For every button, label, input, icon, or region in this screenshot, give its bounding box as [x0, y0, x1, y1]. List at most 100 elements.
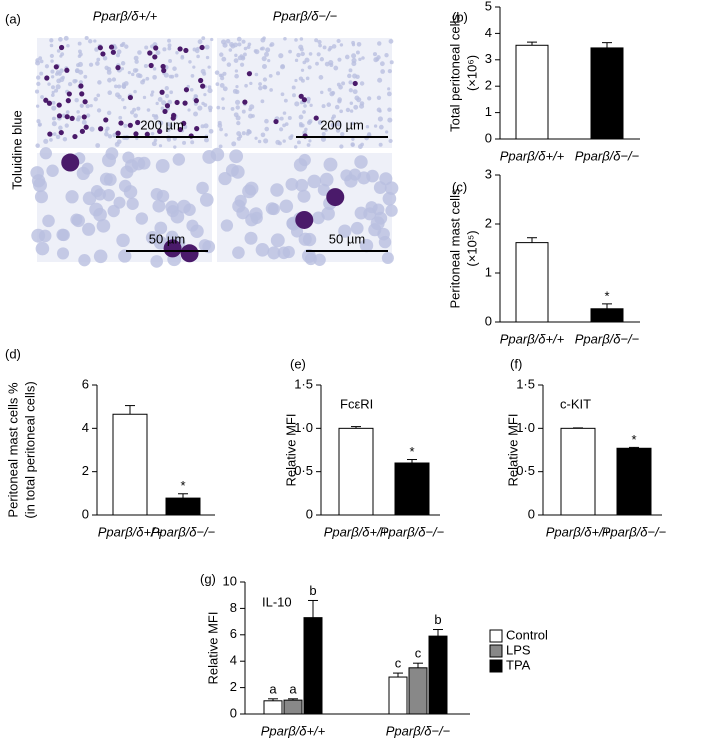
cell: [203, 123, 209, 129]
cell: [120, 165, 134, 179]
y-axis-label: (×10⁵): [464, 230, 479, 266]
cell: [316, 52, 321, 57]
mast-cell: [133, 131, 139, 137]
legend-swatch: [489, 629, 503, 643]
y-tick-label: 1·0: [516, 420, 535, 435]
y-tick-label: 2: [230, 679, 237, 694]
cell: [106, 69, 112, 75]
mast-cell: [83, 124, 89, 130]
cell: [235, 115, 241, 121]
cell: [279, 64, 286, 70]
cell: [104, 131, 109, 137]
mast-cell: [135, 119, 141, 126]
cell: [278, 127, 284, 132]
cell: [311, 211, 325, 225]
cell: [387, 107, 392, 112]
cell: [283, 36, 287, 41]
mast-cell: [301, 97, 307, 103]
cell: [219, 127, 223, 132]
cell: [115, 53, 121, 58]
mast-cell: [61, 153, 80, 172]
cell: [354, 155, 368, 169]
cell: [89, 126, 95, 132]
cell: [318, 121, 322, 125]
y-tick-label: 0: [306, 506, 313, 521]
cell: [42, 214, 55, 228]
cell: [96, 93, 101, 98]
mast-cell: [295, 210, 314, 229]
cell: [152, 67, 157, 71]
cell: [50, 69, 55, 74]
cell: [93, 249, 108, 264]
cell: [51, 100, 56, 105]
cell: [352, 73, 358, 79]
cell: [49, 43, 54, 48]
cell: [264, 118, 269, 124]
cell: [258, 82, 262, 86]
cell: [133, 55, 139, 61]
cell: [382, 191, 397, 206]
cell: [376, 95, 382, 100]
cell: [275, 139, 281, 145]
cell: [277, 246, 291, 260]
cell: [221, 56, 227, 62]
cell: [35, 104, 40, 108]
mast-cell: [180, 244, 199, 263]
cell: [153, 138, 158, 143]
cell: [279, 116, 284, 121]
cell: [122, 105, 127, 110]
cell: [133, 113, 138, 118]
cell: [318, 43, 322, 48]
cell: [291, 85, 296, 90]
mast-cell: [144, 131, 150, 137]
cell: [234, 194, 247, 208]
cell: [302, 232, 317, 247]
cell: [74, 79, 78, 83]
x-tick-label: Pparβ/δ−/−: [380, 524, 445, 539]
cell: [142, 78, 146, 82]
bar: [590, 47, 624, 140]
cell: [229, 149, 244, 164]
cell: [82, 222, 96, 236]
cell: [324, 128, 328, 132]
cell: [56, 228, 69, 241]
cell: [117, 94, 122, 100]
cell: [389, 60, 394, 65]
x-tick-label: Pparβ/δ+/+: [324, 524, 389, 539]
cell: [318, 75, 324, 80]
cell: [218, 144, 223, 149]
cell: [66, 43, 70, 48]
y-axis-label: Total peritoneal cells: [447, 14, 462, 132]
bar: [303, 617, 323, 715]
mast-cell: [152, 54, 158, 60]
cell: [76, 63, 81, 68]
bar: [590, 308, 624, 323]
cell: [236, 36, 242, 42]
y-tick-label: 1: [485, 264, 492, 279]
cell: [288, 49, 292, 54]
cell: [241, 109, 246, 114]
cell: [107, 90, 113, 96]
cell: [232, 246, 245, 259]
cell: [180, 55, 185, 60]
cell: [330, 122, 336, 128]
cell: [76, 115, 82, 120]
cell: [207, 87, 213, 94]
cell: [221, 97, 225, 101]
cell: [204, 137, 209, 143]
panel-label: (b): [452, 9, 468, 24]
cell: [182, 140, 187, 145]
cell: [150, 90, 155, 94]
cell: [33, 178, 47, 193]
cell: [131, 156, 146, 171]
panel-label: (d): [5, 346, 21, 361]
cell: [136, 106, 141, 111]
cell: [95, 61, 100, 66]
cell: [35, 60, 41, 66]
cell: [236, 136, 241, 141]
y-tick-label: 2: [485, 215, 492, 230]
cell: [372, 52, 378, 57]
scale-bar-label: 50 µm: [329, 231, 365, 246]
cell: [103, 173, 117, 187]
cell: [314, 38, 319, 43]
